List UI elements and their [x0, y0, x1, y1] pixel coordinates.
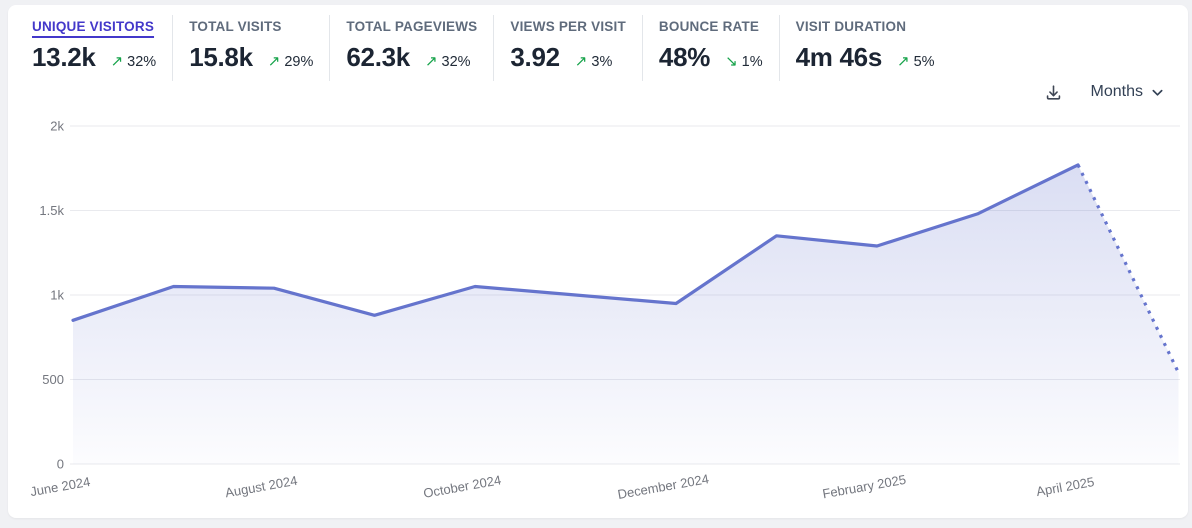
interval-dropdown[interactable]: Months — [1091, 83, 1164, 101]
download-icon — [1046, 84, 1060, 100]
metric-label: VISIT DURATION — [795, 19, 907, 34]
metric-tab-total-visits[interactable]: TOTAL VISITS 15.8k ↗ 29% — [172, 15, 329, 81]
chart-toolbar: Months — [8, 79, 1188, 105]
svg-text:April 2025: April 2025 — [1035, 474, 1095, 499]
metric-label: BOUNCE RATE — [658, 19, 760, 34]
metric-change: 1% — [741, 54, 763, 70]
metric-change: 32% — [441, 54, 471, 70]
trend-up-icon: ↗ — [110, 53, 124, 70]
metric-tab-unique-visitors[interactable]: UNIQUE VISITORS 13.2k ↗ 32% — [16, 15, 172, 81]
metric-change: 5% — [913, 54, 935, 70]
trend-up-icon: ↗ — [424, 53, 438, 70]
svg-text:1.5k: 1.5k — [39, 203, 64, 218]
chart-area-fill — [73, 164, 1179, 464]
metric-tab-views-per-visit[interactable]: VIEWS PER VISIT 3.92 ↗ 3% — [493, 15, 642, 81]
svg-text:0: 0 — [57, 457, 64, 472]
svg-text:June 2024: June 2024 — [29, 474, 91, 499]
analytics-panel: UNIQUE VISITORS 13.2k ↗ 32% TOTAL VISITS… — [8, 5, 1188, 518]
svg-text:February 2025: February 2025 — [821, 472, 907, 501]
metric-tab-visit-duration[interactable]: VISIT DURATION 4m 46s ↗ 5% — [778, 15, 951, 81]
metric-change: 29% — [284, 54, 314, 70]
svg-text:2k: 2k — [50, 119, 64, 134]
top-stats-bar: UNIQUE VISITORS 13.2k ↗ 32% TOTAL VISITS… — [8, 5, 1188, 81]
chart-x-axis-labels: June 2024 August 2024 October 2024 December… — [29, 471, 1095, 502]
visitors-chart: 0 500 1k 1.5k 2k June 2024 August 2024 October… — [29, 119, 1180, 502]
metric-label: TOTAL PAGEVIEWS — [346, 19, 478, 34]
metric-value: 4m 46s — [795, 42, 883, 72]
svg-text:October 2024: October 2024 — [422, 472, 502, 500]
svg-text:500: 500 — [42, 372, 64, 387]
svg-text:August 2024: August 2024 — [224, 473, 299, 500]
chevron-down-icon — [1152, 89, 1163, 96]
chart-line-projection-dotted — [1076, 164, 1180, 374]
trend-up-icon: ↗ — [267, 53, 281, 70]
metric-change: 3% — [591, 54, 613, 70]
metric-label: VIEWS PER VISIT — [510, 19, 626, 34]
chart-line — [71, 163, 1080, 322]
metric-value: 62.3k — [346, 42, 410, 72]
svg-text:1k: 1k — [50, 288, 64, 303]
trend-down-icon: ↘ — [725, 53, 738, 70]
metric-value: 13.2k — [32, 42, 96, 72]
metric-label: UNIQUE VISITORS — [32, 19, 155, 34]
download-button[interactable] — [1044, 83, 1063, 102]
metric-tab-bounce-rate[interactable]: BOUNCE RATE 48% ↘ 1% — [641, 15, 779, 81]
trend-up-icon: ↗ — [574, 53, 588, 70]
interval-label: Months — [1090, 83, 1143, 100]
chart-y-axis-labels: 0 500 1k 1.5k 2k — [39, 119, 64, 472]
metric-value: 15.8k — [189, 42, 253, 72]
trend-up-icon: ↗ — [897, 53, 910, 70]
metric-value: 48% — [658, 42, 711, 72]
svg-text:December 2024: December 2024 — [616, 471, 710, 502]
metric-tab-total-pageviews[interactable]: TOTAL PAGEVIEWS 62.3k ↗ 32% — [329, 15, 493, 81]
metric-label: TOTAL VISITS — [189, 19, 282, 34]
metric-change: 32% — [127, 54, 157, 70]
metric-value: 3.92 — [510, 42, 560, 72]
